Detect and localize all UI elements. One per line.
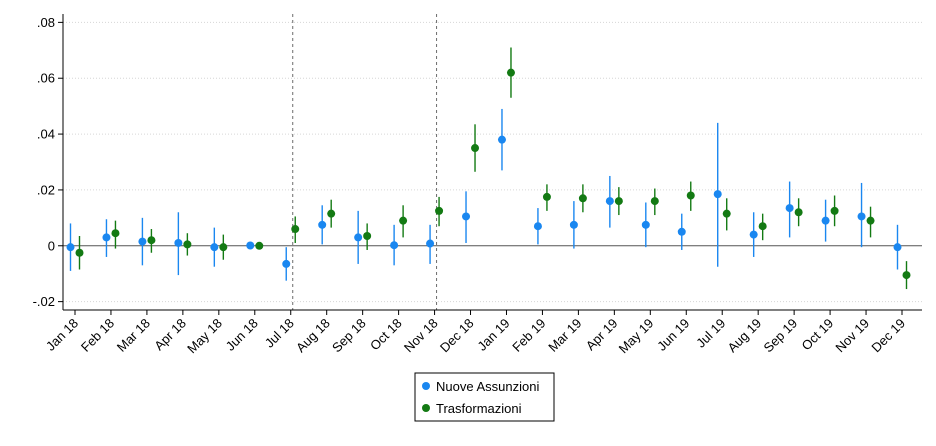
x-tick-label: May 19 bbox=[616, 316, 657, 357]
x-tick-label: Jan 19 bbox=[474, 316, 512, 354]
x-tick-label: Feb 19 bbox=[509, 316, 548, 355]
x-tick-label: Aug 18 bbox=[293, 316, 333, 356]
data-point bbox=[533, 222, 542, 231]
data-point bbox=[614, 197, 623, 206]
grid-layer bbox=[63, 21, 922, 303]
data-point bbox=[138, 237, 147, 246]
legend-box bbox=[414, 372, 555, 422]
data-point bbox=[111, 229, 120, 238]
x-tick-label: Dec 19 bbox=[868, 316, 908, 356]
data-point bbox=[66, 243, 75, 252]
data-point bbox=[462, 212, 471, 221]
data-point bbox=[902, 271, 911, 280]
x-tick-label: Jun 18 bbox=[223, 316, 261, 354]
y-tick-label: .04 bbox=[37, 127, 55, 142]
data-point bbox=[75, 248, 84, 257]
x-tick-label: Apr 19 bbox=[583, 316, 621, 354]
x-tick-label: Dec 18 bbox=[437, 316, 477, 356]
data-point bbox=[785, 204, 794, 213]
data-point bbox=[246, 241, 255, 250]
data-point bbox=[857, 212, 866, 221]
data-point bbox=[497, 135, 506, 144]
data-point bbox=[677, 227, 686, 236]
data-point bbox=[605, 197, 614, 206]
x-tick-label: Jul 18 bbox=[262, 316, 297, 351]
data-point bbox=[794, 208, 803, 217]
data-point bbox=[147, 236, 156, 245]
legend-marker-nuove-assunzioni bbox=[422, 382, 430, 390]
data-point bbox=[354, 233, 363, 242]
data-point bbox=[650, 197, 659, 206]
x-tick-label: Mar 19 bbox=[545, 316, 584, 355]
y-tick-label: .06 bbox=[37, 71, 55, 86]
x-tick-label: Nov 19 bbox=[832, 316, 872, 356]
data-point bbox=[542, 192, 551, 201]
legend-label-nuove-assunzioni: Nuove Assunzioni bbox=[436, 379, 539, 394]
data-point bbox=[210, 243, 219, 252]
x-tick-label: Apr 18 bbox=[151, 316, 189, 354]
axes: -.02 0 .02 .04 .06 .08 bbox=[33, 14, 922, 315]
series-nuove-assunzioni bbox=[66, 108, 902, 281]
data-point bbox=[578, 194, 587, 203]
data-point bbox=[363, 232, 372, 240]
series-trasformazioni bbox=[75, 47, 911, 290]
data-point bbox=[219, 243, 228, 252]
x-tick-label: Sep 18 bbox=[329, 316, 369, 356]
x-tick-label: Jun 19 bbox=[654, 316, 692, 354]
data-point bbox=[749, 230, 758, 239]
data-point bbox=[102, 233, 111, 242]
legend-label-trasformazioni: Trasformazioni bbox=[436, 401, 522, 416]
x-tick-label: Sep 19 bbox=[761, 316, 801, 356]
x-tick-label: Jul 19 bbox=[693, 316, 728, 351]
x-tick-label: Feb 18 bbox=[78, 316, 117, 355]
data-point bbox=[641, 220, 650, 229]
y-tick-label: .08 bbox=[37, 15, 55, 30]
reference-lines bbox=[292, 14, 438, 310]
data-point bbox=[390, 241, 399, 250]
data-point bbox=[866, 216, 875, 225]
x-tick-label: Aug 19 bbox=[725, 316, 765, 356]
data-point bbox=[569, 220, 578, 229]
data-point bbox=[722, 209, 731, 218]
x-tick-label: Oct 18 bbox=[367, 316, 405, 354]
data-point bbox=[686, 191, 695, 200]
data-point bbox=[282, 259, 291, 268]
data-point bbox=[506, 68, 515, 77]
x-tick-label: May 18 bbox=[184, 316, 225, 357]
y-tick-label: 0 bbox=[48, 238, 55, 253]
data-point bbox=[327, 209, 336, 218]
y-tick-label: -.02 bbox=[33, 294, 55, 309]
x-tick-label: Nov 18 bbox=[401, 316, 441, 356]
data-point bbox=[471, 144, 480, 153]
data-point bbox=[435, 206, 444, 215]
x-tick-label: Oct 19 bbox=[799, 316, 837, 354]
data-point bbox=[174, 238, 183, 247]
data-point bbox=[318, 220, 327, 229]
data-point bbox=[821, 216, 830, 225]
x-tick-label: Jan 18 bbox=[43, 316, 81, 354]
data-point bbox=[893, 243, 902, 252]
data-point bbox=[255, 241, 264, 250]
y-tick-label: .02 bbox=[37, 182, 55, 197]
legend: Nuove Assunzioni Trasformazioni bbox=[414, 372, 555, 422]
data-point bbox=[758, 222, 767, 231]
x-tick-label: Mar 18 bbox=[114, 316, 153, 355]
data-point bbox=[291, 225, 300, 234]
data-series bbox=[66, 47, 911, 290]
data-point bbox=[426, 239, 435, 248]
data-point bbox=[399, 216, 408, 225]
data-point bbox=[183, 240, 192, 249]
data-point bbox=[713, 190, 722, 199]
data-point bbox=[830, 206, 839, 215]
legend-marker-trasformazioni bbox=[422, 404, 430, 412]
